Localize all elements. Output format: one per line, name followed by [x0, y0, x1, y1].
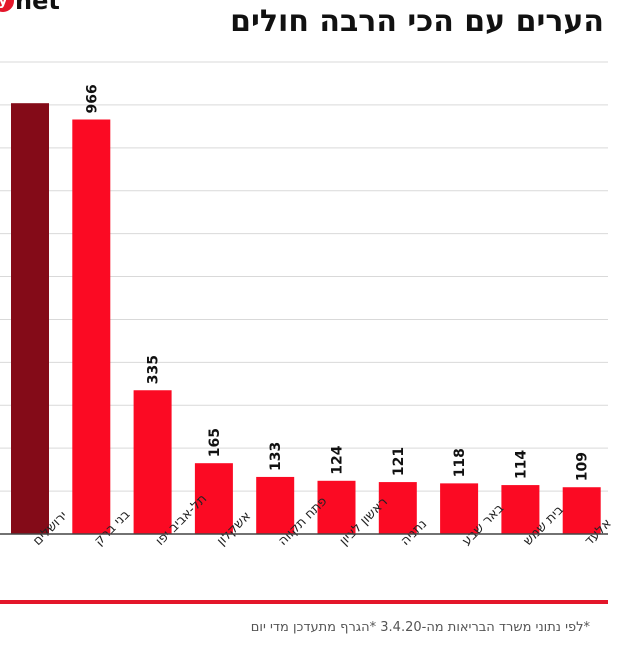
data-label: 114	[513, 450, 529, 479]
data-label: 966	[84, 84, 100, 113]
bar	[378, 482, 417, 534]
logo-mark: y	[0, 0, 14, 12]
logo-text: net	[15, 0, 60, 15]
footnote: *לפי נתוני משרד הבריאות מה-3.4.20 *הגרף …	[250, 620, 590, 635]
bar	[256, 476, 295, 534]
bar	[72, 119, 111, 535]
bar	[133, 390, 172, 534]
value-labels: 966 335 165 133 124 121 118 114 109	[84, 84, 590, 481]
data-label: 118	[452, 448, 468, 477]
bar	[440, 483, 479, 534]
data-label: 133	[268, 442, 284, 471]
bar	[562, 487, 601, 534]
data-label: 121	[391, 447, 407, 476]
bar	[501, 485, 540, 534]
ynet-logo: y net	[0, 0, 60, 14]
data-label: 335	[146, 355, 162, 384]
data-label: 109	[575, 452, 591, 481]
bar	[11, 103, 49, 535]
bars	[11, 103, 601, 535]
bar	[194, 463, 233, 534]
chart-title: הערים עם הכי הרבה חולים	[230, 4, 604, 39]
footer-accent-line	[0, 600, 608, 604]
data-label: 165	[207, 428, 223, 457]
data-label: 124	[330, 445, 346, 474]
bar	[317, 480, 356, 534]
